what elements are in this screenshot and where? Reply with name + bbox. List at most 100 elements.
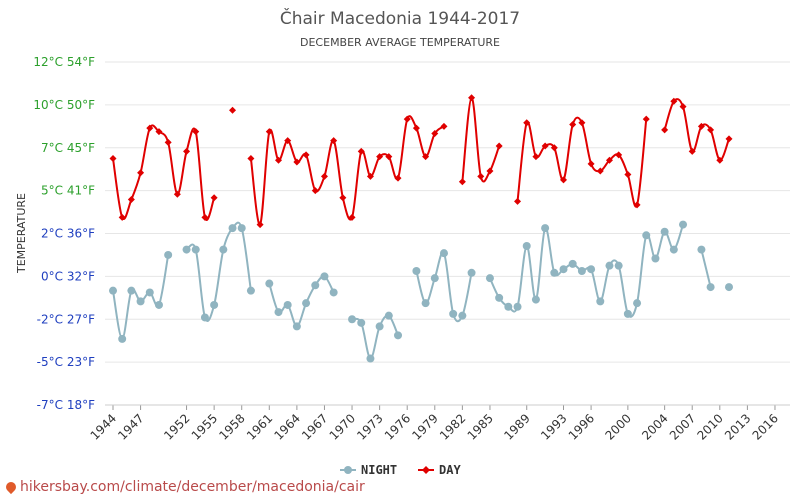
data-point-night[interactable] <box>164 250 173 259</box>
data-point-night[interactable] <box>724 283 733 292</box>
data-point-night[interactable] <box>200 313 209 322</box>
data-point-day[interactable] <box>587 160 595 168</box>
data-point-night[interactable] <box>292 322 301 331</box>
data-point-night[interactable] <box>265 279 274 288</box>
data-point-day[interactable] <box>550 144 558 152</box>
data-point-night[interactable] <box>550 268 559 277</box>
data-point-night[interactable] <box>697 245 706 254</box>
data-point-night[interactable] <box>210 300 219 309</box>
data-point-night[interactable] <box>421 299 430 308</box>
data-point-day[interactable] <box>339 194 347 202</box>
data-point-day[interactable] <box>624 171 632 179</box>
data-point-night[interactable] <box>366 354 375 363</box>
data-point-night[interactable] <box>430 274 439 283</box>
data-point-night[interactable] <box>614 261 623 270</box>
data-point-night[interactable] <box>348 315 357 324</box>
data-point-day[interactable] <box>495 142 503 150</box>
data-point-day[interactable] <box>320 172 328 180</box>
data-point-night[interactable] <box>679 220 688 229</box>
data-point-day[interactable] <box>523 119 531 127</box>
data-point-day[interactable] <box>201 213 209 221</box>
data-point-day[interactable] <box>403 115 411 123</box>
data-point-day[interactable] <box>661 126 669 134</box>
data-point-day[interactable] <box>440 122 448 130</box>
data-point-night[interactable] <box>531 295 540 304</box>
data-point-day[interactable] <box>642 115 650 123</box>
data-point-day[interactable] <box>412 124 420 132</box>
data-point-day[interactable] <box>192 128 200 136</box>
data-point-day[interactable] <box>274 156 282 164</box>
data-point-day[interactable] <box>385 153 393 161</box>
data-point-night[interactable] <box>154 300 163 309</box>
data-point-day[interactable] <box>210 194 218 202</box>
data-point-day[interactable] <box>477 172 485 180</box>
data-point-day[interactable] <box>688 147 696 155</box>
data-point-night[interactable] <box>384 311 393 320</box>
data-point-night[interactable] <box>394 331 403 340</box>
data-point-night[interactable] <box>504 302 513 311</box>
legend[interactable]: NIGHT DAY <box>340 463 461 477</box>
source-link[interactable]: hikersbay.com/climate/december/macedonia… <box>3 479 365 495</box>
data-point-day[interactable] <box>256 221 264 229</box>
data-point-night[interactable] <box>302 299 311 308</box>
data-point-day[interactable] <box>578 119 586 127</box>
data-point-day[interactable] <box>155 128 163 136</box>
data-point-day[interactable] <box>284 137 292 145</box>
data-point-day[interactable] <box>670 97 678 105</box>
data-point-day[interactable] <box>357 147 365 155</box>
data-point-day[interactable] <box>605 156 613 164</box>
data-point-day[interactable] <box>394 174 402 182</box>
data-point-day[interactable] <box>458 178 466 186</box>
data-point-night[interactable] <box>311 281 320 290</box>
data-point-day[interactable] <box>560 176 568 184</box>
data-point-night[interactable] <box>109 286 117 295</box>
data-point-night[interactable] <box>458 311 467 320</box>
data-point-night[interactable] <box>449 309 458 318</box>
data-point-night[interactable] <box>642 231 651 240</box>
data-point-day[interactable] <box>183 147 191 155</box>
data-point-night[interactable] <box>219 245 228 254</box>
data-point-night[interactable] <box>669 245 678 254</box>
data-point-night[interactable] <box>577 267 586 276</box>
data-point-day[interactable] <box>486 167 494 175</box>
data-point-day[interactable] <box>348 213 356 221</box>
data-point-day[interactable] <box>265 128 273 136</box>
data-point-day[interactable] <box>422 153 430 161</box>
data-point-day[interactable] <box>532 153 540 161</box>
data-point-day[interactable] <box>293 158 301 166</box>
data-point-day[interactable] <box>311 187 319 195</box>
data-point-night[interactable] <box>605 261 614 270</box>
data-point-day[interactable] <box>146 124 154 132</box>
data-point-night[interactable] <box>651 254 660 263</box>
data-point-day[interactable] <box>514 197 522 205</box>
data-point-night[interactable] <box>513 302 522 311</box>
data-point-night[interactable] <box>412 267 421 276</box>
source-url[interactable]: hikersbay.com/climate/december/macedonia… <box>20 479 365 495</box>
data-point-day[interactable] <box>127 196 135 204</box>
data-point-day[interactable] <box>229 106 237 114</box>
data-point-night[interactable] <box>329 288 338 297</box>
data-point-day[interactable] <box>707 126 715 134</box>
legend-item-night[interactable]: NIGHT <box>340 463 397 477</box>
data-point-day[interactable] <box>725 135 733 143</box>
data-point-night[interactable] <box>182 245 191 254</box>
data-point-day[interactable] <box>164 138 172 146</box>
data-point-night[interactable] <box>246 286 255 295</box>
data-point-day[interactable] <box>633 201 641 209</box>
data-point-night[interactable] <box>633 299 642 308</box>
data-point-day[interactable] <box>376 153 384 161</box>
data-point-day[interactable] <box>615 151 623 159</box>
data-point-day[interactable] <box>247 154 255 162</box>
data-point-day[interactable] <box>137 169 145 177</box>
data-point-night[interactable] <box>228 224 237 233</box>
data-point-day[interactable] <box>697 122 705 130</box>
data-point-night[interactable] <box>439 249 448 258</box>
data-point-night[interactable] <box>127 286 136 295</box>
data-point-day[interactable] <box>366 172 374 180</box>
data-point-day[interactable] <box>431 129 439 137</box>
data-point-day[interactable] <box>330 137 338 145</box>
data-point-day[interactable] <box>109 154 117 162</box>
data-point-day[interactable] <box>679 103 687 111</box>
data-point-night[interactable] <box>118 334 127 343</box>
data-point-night[interactable] <box>145 288 154 297</box>
